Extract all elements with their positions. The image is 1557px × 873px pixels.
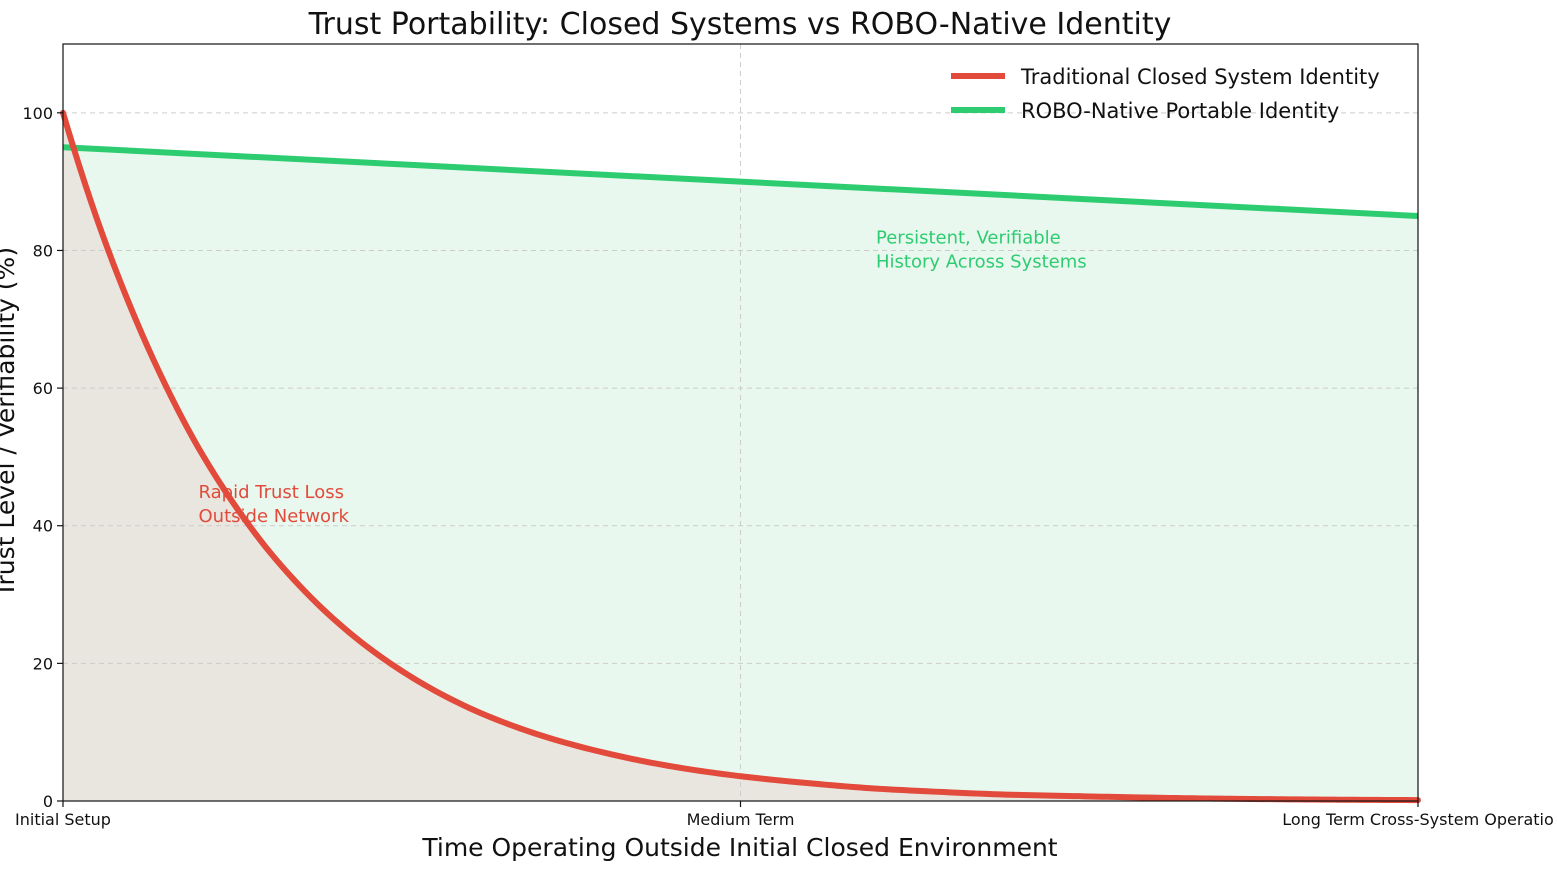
annotation-2: Persistent, Verifiable History Across Sys… <box>876 228 1087 273</box>
annotation-line: Outside Network <box>199 506 350 527</box>
y-tick-label-80: 80 <box>33 241 53 260</box>
y-tick-label-0: 0 <box>43 792 53 811</box>
annotation-line: Rapid Trust Loss <box>199 482 345 503</box>
y-tick-label-100: 100 <box>22 104 53 123</box>
annotation-1: Rapid Trust Loss Outside Network <box>199 482 350 527</box>
traditional-fill-area <box>63 112 1418 801</box>
series-line-traditional-closed-system-identity <box>60 109 1421 804</box>
legend-label-robo-native-portable-identity: ROBO-Native Portable Identity <box>1021 99 1339 123</box>
y-tick-label-20: 20 <box>33 654 53 673</box>
legend-label-traditional-closed-system-identity: Traditional Closed System Identity <box>1020 65 1380 89</box>
axis-ticks: 0 20 40 60 80 100 Initial Setup Medium Term Long… <box>15 104 1554 829</box>
y-tick-label-60: 60 <box>33 379 53 398</box>
x-tick-label-medium-term: Medium Term <box>687 810 795 829</box>
chart-title: Trust Portability: Closed Systems vs ROB… <box>308 7 1172 42</box>
series-lines <box>60 109 1421 804</box>
x-tick-label-initial-setup: Initial Setup <box>15 810 111 829</box>
annotation-line: History Across Systems <box>876 252 1087 273</box>
annotations: Rapid Trust Loss Outside Network Persisten… <box>199 228 1087 528</box>
series-line-robo-native-portable-identity <box>62 144 1419 220</box>
area-fills <box>63 112 1418 801</box>
x-axis-label: Time Operating Outside Initial Closed En… <box>421 833 1057 862</box>
y-tick-label-40: 40 <box>33 517 53 536</box>
robo-native-fill-area <box>63 147 1418 801</box>
annotation-line: Persistent, Verifiable <box>876 228 1061 249</box>
x-tick-label-long-term-cross-system-operatio: Long Term Cross-System Operatio <box>1282 810 1554 829</box>
y-axis-label: Trust Level / Verifiability (%) <box>0 247 20 598</box>
legend: Traditional Closed System Identity ROBO-N… <box>951 65 1380 123</box>
